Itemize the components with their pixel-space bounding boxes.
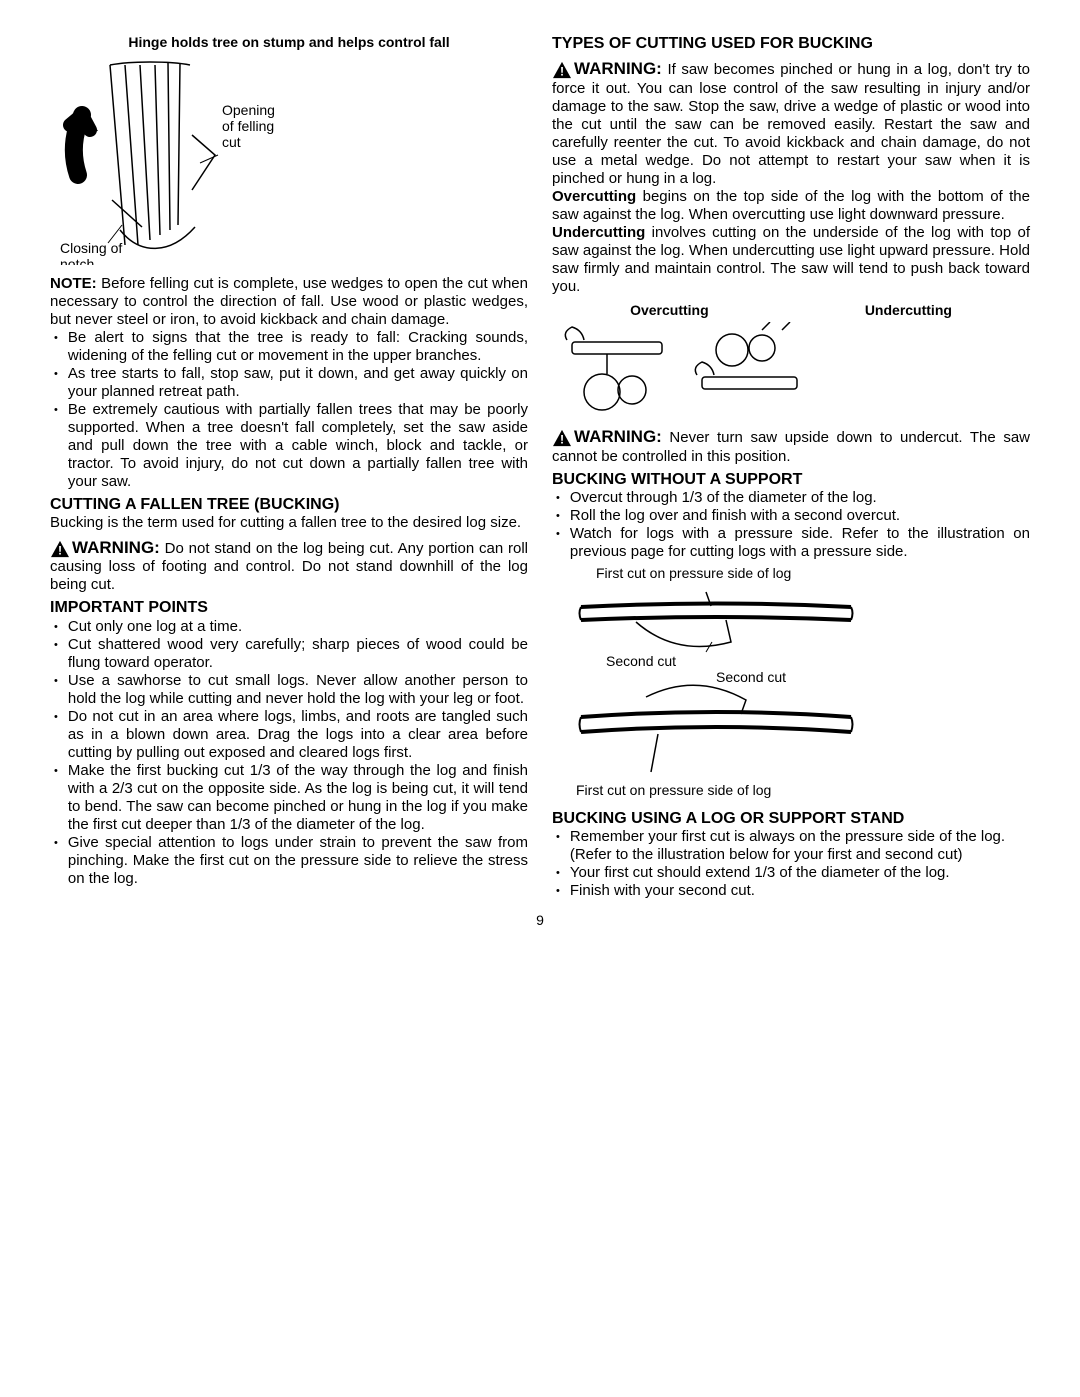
label-undercutting: Undercutting	[865, 302, 952, 319]
heading-cutting-fallen: CUTTING A FALLEN TREE (BUCKING)	[50, 495, 528, 514]
warning-icon: !	[552, 61, 572, 79]
warning-1: !WARNING: Do not stand on the log being …	[50, 538, 528, 594]
no-support-list: Overcut through 1/3 of the diameter of t…	[552, 489, 1030, 561]
warning-icon: !	[552, 429, 572, 447]
warning-3: !WARNING: Never turn saw upside down to …	[552, 427, 1030, 465]
list-item: Use a sawhorse to cut small logs. Never …	[50, 672, 528, 708]
list-item: Be extremely cautious with partially fal…	[50, 401, 528, 491]
list-item: Your first cut should extend 1/3 of the …	[552, 864, 1030, 882]
pressure-side-illustration: Second cut Second cut	[576, 582, 856, 782]
note-text: Before felling cut is complete, use wedg…	[50, 275, 528, 328]
fig3-label-top: First cut on pressure side of log	[576, 565, 1030, 582]
warning-text: If saw becomes pinched or hung in a log,…	[552, 61, 1030, 186]
warning-label: WARNING:	[72, 538, 160, 557]
important-points-list: Cut only one log at a time. Cut shattere…	[50, 618, 528, 888]
list-item: As tree starts to fall, stop saw, put it…	[50, 365, 528, 401]
note-paragraph: NOTE: Before felling cut is complete, us…	[50, 275, 528, 329]
svg-text:!: !	[58, 544, 62, 558]
list-item: Watch for logs with a pressure side. Ref…	[552, 525, 1030, 561]
undercutting-label: Undercutting	[552, 224, 645, 241]
fig3-label-bottom: First cut on pressure side of log	[576, 782, 1030, 799]
list-item: Cut shattered wood very carefully; sharp…	[50, 636, 528, 672]
list-item: Overcut through 1/3 of the diameter of t…	[552, 489, 1030, 507]
list-item: Remember your first cut is always on the…	[552, 828, 1030, 864]
list-item: Make the first bucking cut 1/3 of the wa…	[50, 762, 528, 834]
fig3-second-1: Second cut	[606, 653, 676, 669]
hinge-illustration: Openingof fellingcut Closing ofnotch	[50, 55, 300, 265]
warning-icon: !	[50, 540, 70, 558]
heading-important-points: IMPORTANT POINTS	[50, 598, 528, 617]
list-item: Do not cut in an area where logs, limbs,…	[50, 708, 528, 762]
list-item: Give special attention to logs under str…	[50, 834, 528, 888]
heading-bucking-support: BUCKING USING A LOG OR SUPPORT STAND	[552, 809, 1030, 828]
list-item: Cut only one log at a time.	[50, 618, 528, 636]
page-number: 9	[50, 912, 1030, 929]
figure-cutting-types	[552, 322, 1030, 417]
fig3-second-2: Second cut	[716, 669, 786, 685]
list-item: Roll the log over and finish with a seco…	[552, 507, 1030, 525]
overcutting-desc: Overcutting begins on the top side of th…	[552, 188, 1030, 224]
label-overcutting: Overcutting	[630, 302, 709, 319]
warning-2: ! WARNING: If saw becomes pinched or hung…	[552, 59, 1030, 187]
list-item: Finish with your second cut.	[552, 882, 1030, 900]
list-item: Be alert to signs that the tree is ready…	[50, 329, 528, 365]
label-opening: Openingof fellingcut	[222, 102, 275, 150]
label-closing: Closing ofnotch	[60, 240, 122, 265]
figure-pressure-side: First cut on pressure side of log Second…	[552, 565, 1030, 799]
bucking-intro: Bucking is the term used for cutting a f…	[50, 514, 528, 532]
cut-labels-row: Overcutting Undercutting	[552, 302, 1030, 319]
fig1-caption: Hinge holds tree on stump and helps cont…	[50, 34, 528, 51]
cutting-types-illustration	[552, 322, 812, 417]
svg-text:!: !	[560, 65, 564, 79]
heading-bucking-no-support: BUCKING WITHOUT A SUPPORT	[552, 470, 1030, 489]
svg-text:!: !	[560, 433, 564, 447]
warning-label: WARNING:	[574, 59, 662, 78]
right-column: TYPES OF CUTTING USED FOR BUCKING ! WARNI…	[552, 30, 1030, 900]
figure-hinge: Hinge holds tree on stump and helps cont…	[50, 34, 528, 265]
left-column: Hinge holds tree on stump and helps cont…	[50, 30, 528, 900]
heading-types-cutting: TYPES OF CUTTING USED FOR BUCKING	[552, 34, 1030, 53]
note-label: NOTE:	[50, 275, 97, 292]
overcutting-label: Overcutting	[552, 188, 636, 205]
signs-list: Be alert to signs that the tree is ready…	[50, 329, 528, 491]
undercutting-desc: Undercutting involves cutting on the und…	[552, 224, 1030, 296]
warning-label: WARNING:	[574, 427, 662, 446]
support-list: Remember your first cut is always on the…	[552, 828, 1030, 900]
